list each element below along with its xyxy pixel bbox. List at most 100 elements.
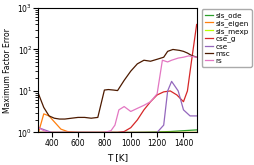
sls_mexp (155, 132, 158, 133)
msc (181, 50, 184, 52)
cse_g (37, 132, 40, 133)
Legend: sls_ode, sls_eigen, sls_mexp, cse_g, cse, msc, rs: sls_ode, sls_eigen, sls_mexp, cse_g, cse… (201, 9, 251, 67)
rs (169, 59, 172, 61)
msc (116, 90, 119, 92)
sls_ode (89, 132, 92, 133)
X-axis label: T [K]: T [K] (107, 153, 128, 162)
sls_ode (76, 132, 79, 133)
sls_ode (102, 132, 105, 133)
msc (194, 56, 197, 58)
Y-axis label: Maximum Factor Error: Maximum Factor Error (3, 28, 12, 113)
cse (165, 90, 168, 92)
sls_eigen (102, 132, 105, 133)
sls_eigen (116, 132, 119, 133)
rs (135, 107, 138, 109)
cse (89, 132, 92, 133)
msc (96, 116, 99, 118)
sls_mexp (102, 132, 105, 133)
msc (177, 49, 180, 51)
msc (129, 70, 132, 72)
cse (188, 115, 191, 117)
rs (181, 56, 184, 58)
sls_eigen (37, 132, 40, 133)
cse_g (116, 132, 119, 133)
cse_g (122, 131, 125, 132)
msc (53, 117, 56, 119)
cse_g (142, 109, 145, 111)
msc (58, 118, 61, 120)
sls_ode (142, 131, 145, 133)
rs (122, 106, 125, 108)
cse (181, 109, 184, 111)
rs (186, 55, 189, 57)
msc (106, 89, 109, 91)
sls_ode (116, 132, 119, 133)
msc (162, 56, 165, 58)
cse (142, 132, 145, 133)
cse (194, 115, 197, 117)
sls_eigen (142, 132, 145, 133)
Line: sls_ode: sls_ode (38, 130, 196, 132)
cse (162, 124, 165, 126)
sls_ode (168, 131, 171, 132)
cse (37, 127, 40, 129)
cse_g (63, 132, 66, 133)
sls_eigen (53, 121, 56, 123)
sls_mexp (50, 132, 53, 133)
cse (102, 132, 105, 133)
cse (116, 132, 119, 133)
sls_ode (37, 132, 40, 133)
sls_eigen (129, 132, 132, 133)
sls_mexp (168, 132, 171, 133)
rs (37, 127, 40, 129)
rs (58, 132, 61, 133)
Line: sls_eigen: sls_eigen (38, 114, 196, 132)
cse_g (181, 101, 184, 103)
sls_ode (181, 130, 184, 132)
msc (189, 54, 192, 56)
sls_ode (155, 131, 158, 133)
msc (102, 89, 105, 91)
cse_g (162, 91, 165, 93)
msc (122, 79, 125, 81)
sls_eigen (66, 131, 69, 132)
sls_ode (63, 132, 66, 133)
sls_ode (194, 129, 197, 131)
cse (169, 80, 172, 82)
msc (155, 58, 158, 60)
msc (47, 115, 50, 117)
cse (148, 132, 151, 133)
msc (165, 50, 168, 52)
Line: cse_g: cse_g (38, 24, 196, 132)
rs (142, 104, 145, 106)
rs (102, 132, 105, 133)
cse (176, 90, 179, 92)
cse_g (168, 90, 171, 92)
sls_eigen (155, 132, 158, 133)
sls_mexp (142, 132, 145, 133)
sls_eigen (47, 115, 50, 117)
sls_mexp (129, 132, 132, 133)
rs (76, 132, 79, 133)
rs (155, 93, 158, 95)
cse_g (135, 119, 138, 121)
rs (165, 61, 168, 63)
sls_eigen (42, 113, 45, 115)
cse_g (175, 94, 178, 96)
cse_g (155, 94, 158, 96)
rs (63, 132, 66, 133)
rs (160, 59, 163, 61)
msc (63, 118, 66, 120)
rs (148, 101, 151, 103)
rs (176, 57, 179, 59)
msc (37, 93, 40, 95)
rs (89, 132, 92, 133)
rs (129, 111, 132, 113)
sls_mexp (194, 132, 197, 133)
rs (113, 124, 116, 126)
rs (47, 132, 50, 133)
cse_g (89, 132, 92, 133)
msc (70, 117, 73, 119)
cse_g (102, 132, 105, 133)
sls_mexp (37, 132, 40, 133)
